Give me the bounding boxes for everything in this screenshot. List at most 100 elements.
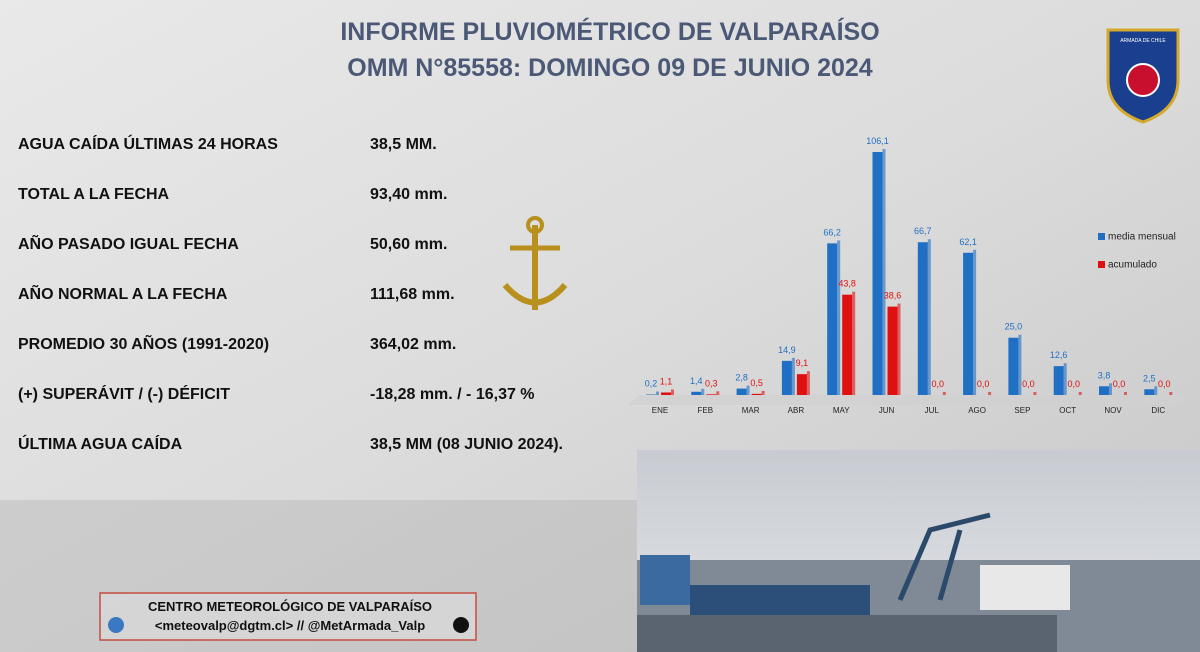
bar-side <box>761 390 765 395</box>
data-label: 12,6 <box>1050 350 1068 360</box>
bar <box>661 392 671 395</box>
subtitle: OMM N°85558: DOMINGO 09 DE JUNIO 2024 <box>347 54 873 82</box>
legend-swatch <box>1098 233 1105 240</box>
bar-side <box>1124 392 1127 395</box>
x-tick-label: ABR <box>788 406 805 415</box>
legend-swatch <box>1098 261 1105 268</box>
bar-side <box>656 391 659 395</box>
data-label: 66,2 <box>823 227 841 237</box>
data-label: 9,1 <box>796 358 809 368</box>
photo <box>637 450 1200 652</box>
footer-icon <box>108 617 124 633</box>
stat-label: ÚLTIMA AGUA CAÍDA <box>18 434 183 453</box>
footer-line1: CENTRO METEOROLÓGICO DE VALPARAÍSO <box>148 599 432 614</box>
bar-side <box>671 389 674 395</box>
stat-label: AGUA CAÍDA ÚLTIMAS 24 HORAS <box>18 134 278 153</box>
x-tick-label: ENE <box>652 406 668 415</box>
stat-value: 364,02 mm. <box>370 336 456 353</box>
data-label: 0,2 <box>645 379 658 389</box>
stat-label: AÑO NORMAL A LA FECHA <box>18 283 228 303</box>
bar <box>842 294 853 395</box>
bar <box>887 306 898 395</box>
bar-side <box>927 239 931 395</box>
data-label: 66,7 <box>914 226 932 236</box>
stat-label: AÑO PASADO IGUAL FECHA <box>18 233 239 253</box>
anchor-arms <box>502 282 568 306</box>
stat-label: PROMEDIO 30 AÑOS (1991-2020) <box>18 333 269 353</box>
data-label: 2,5 <box>1143 373 1156 383</box>
x-tick-label: NOV <box>1104 406 1122 415</box>
stat-value: 111,68 mm. <box>370 286 455 303</box>
bar-side <box>942 392 946 395</box>
bar-side <box>973 249 977 395</box>
bar-side <box>791 357 795 395</box>
bar-side <box>852 291 856 395</box>
x-tick-label: OCT <box>1059 406 1076 415</box>
stat-value: 50,60 mm. <box>370 236 447 253</box>
data-label: 14,9 <box>778 345 796 355</box>
bar-side <box>1018 334 1022 395</box>
bar <box>751 393 762 395</box>
chart-floor <box>628 395 1195 405</box>
data-label: 0,0 <box>1067 379 1080 389</box>
bar-side <box>806 371 810 395</box>
photo-boats <box>637 615 1057 652</box>
bar <box>917 242 928 395</box>
photo-containers <box>640 555 690 605</box>
logo-text: ARMADA DE CHILE <box>1120 38 1166 44</box>
bar-side <box>716 391 720 395</box>
stat-value: 93,40 mm. <box>370 186 447 203</box>
x-tick-label: AGO <box>968 406 986 415</box>
data-label: 38,6 <box>884 291 902 301</box>
bar <box>872 152 883 395</box>
data-label: 2,8 <box>735 373 748 383</box>
data-label: 1,1 <box>660 376 673 386</box>
anchor-icon <box>502 216 568 310</box>
bar <box>1099 386 1109 395</box>
data-label: 0,0 <box>1022 379 1035 389</box>
data-label: 106,1 <box>866 136 889 146</box>
x-tick-label: DIC <box>1151 406 1165 415</box>
stat-value: 38,5 MM. <box>370 136 437 153</box>
x-icon <box>453 617 469 633</box>
bar-side <box>882 149 886 395</box>
photo-cruise <box>980 565 1070 610</box>
data-label: 0,0 <box>977 379 990 389</box>
anchor-ring <box>526 216 544 234</box>
data-label: 62,1 <box>959 237 977 247</box>
bar <box>781 360 792 395</box>
data-label: 25,0 <box>1005 322 1023 332</box>
data-label: 3,8 <box>1098 370 1111 380</box>
bar-side <box>1078 392 1082 395</box>
data-label: 43,8 <box>838 279 856 289</box>
x-tick-label: JUL <box>925 406 940 415</box>
photo-ship <box>690 585 870 615</box>
bar <box>1008 337 1019 395</box>
bar-side <box>837 240 841 395</box>
bar <box>963 252 974 395</box>
x-tick-label: MAR <box>742 406 760 415</box>
bar-side <box>746 385 750 395</box>
x-tick-label: FEB <box>698 406 714 415</box>
bar <box>706 394 717 395</box>
bar <box>1053 366 1064 395</box>
bar <box>691 391 702 395</box>
data-label: 0,0 <box>1113 379 1126 389</box>
bar-side <box>1063 363 1067 395</box>
data-label: 0,0 <box>932 379 945 389</box>
x-tick-label: SEP <box>1014 406 1030 415</box>
data-label: 0,5 <box>750 378 763 388</box>
photo-cranes <box>897 512 991 601</box>
bar-side <box>897 303 901 395</box>
bar <box>796 374 807 395</box>
emblem <box>1126 63 1160 97</box>
data-label: 0,3 <box>705 378 718 388</box>
bar <box>827 243 838 395</box>
bar-side <box>1033 392 1037 395</box>
data-label: 0,0 <box>1158 379 1171 389</box>
stat-label: TOTAL A LA FECHA <box>18 186 170 203</box>
bar <box>736 388 747 395</box>
legend-label: acumulado <box>1108 260 1157 271</box>
